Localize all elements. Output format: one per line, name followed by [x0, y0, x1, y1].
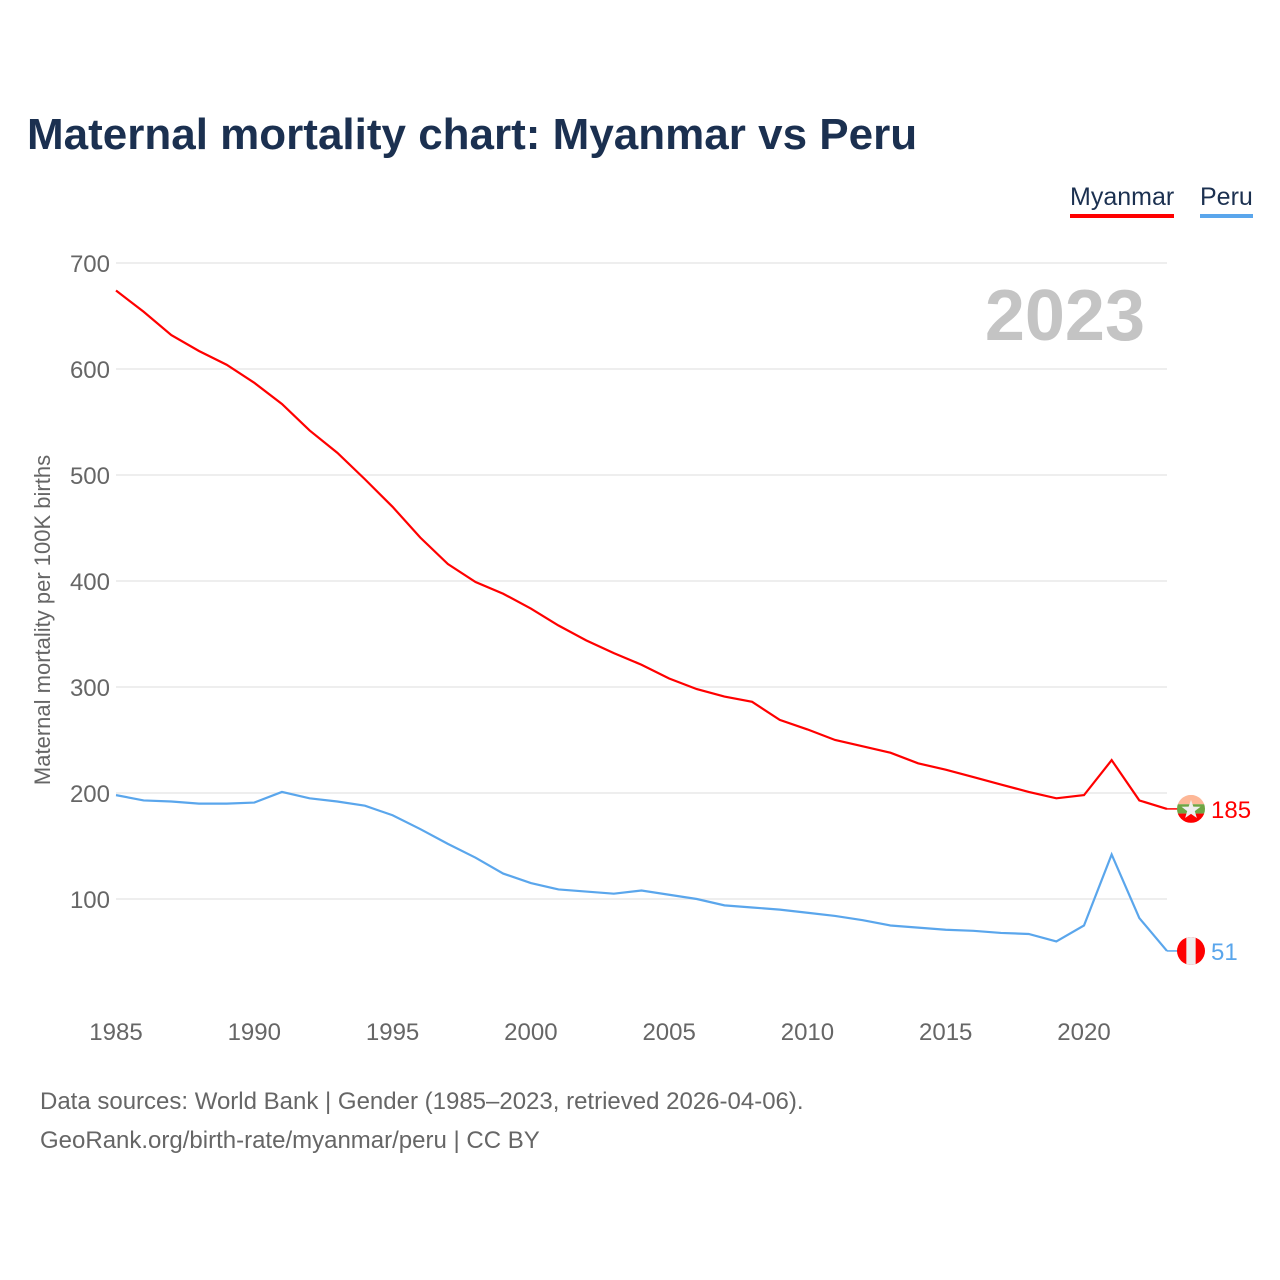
x-tick-label: 1985	[89, 1019, 142, 1046]
series-line-myanmar	[115, 289, 1168, 810]
year-watermark: 2023	[985, 276, 1145, 356]
y-tick-label: 500	[70, 463, 110, 490]
y-axis-label: Maternal mortality per 100K births	[30, 455, 55, 785]
flag-stripe-yellow	[1177, 794, 1205, 805]
x-tick-label: 2020	[1057, 1019, 1110, 1046]
series-line-peru	[115, 790, 1168, 952]
flag-white	[1186, 936, 1196, 965]
footer-credit[interactable]: GeoRank.org/birth-rate/myanmar/peru | CC…	[40, 1127, 540, 1154]
flag-star	[1181, 799, 1201, 818]
peru-flag-icon	[1177, 936, 1205, 965]
x-tick-label: 2000	[504, 1019, 557, 1046]
x-tick-label: 2010	[781, 1019, 834, 1046]
flag-body	[1177, 794, 1205, 823]
x-tick-label: 1995	[366, 1019, 419, 1046]
footer-sources: Data sources: World Bank | Gender (1985–…	[40, 1088, 804, 1115]
y-tick-label: 100	[70, 887, 110, 914]
x-tick-label: 1990	[228, 1019, 281, 1046]
myanmar-flag-icon	[1177, 794, 1205, 823]
x-tick-label: 2015	[919, 1019, 972, 1046]
legend-myanmar[interactable]: Myanmar	[1070, 183, 1175, 218]
legend-peru[interactable]: Peru	[1200, 183, 1253, 218]
y-tick-label: 400	[70, 569, 110, 596]
y-tick-label: 300	[70, 675, 110, 702]
y-tick-label: 700	[70, 251, 110, 278]
flag-stripe-red	[1177, 813, 1205, 823]
end-value-label: 185	[1211, 797, 1251, 824]
end-value-label: 51	[1211, 939, 1238, 966]
y-tick-label: 200	[70, 781, 110, 808]
flag-body	[1177, 936, 1205, 965]
chart-title: Maternal mortality chart: Myanmar vs Per…	[27, 110, 918, 159]
x-tick-label: 2005	[642, 1019, 695, 1046]
y-tick-label: 600	[70, 357, 110, 384]
